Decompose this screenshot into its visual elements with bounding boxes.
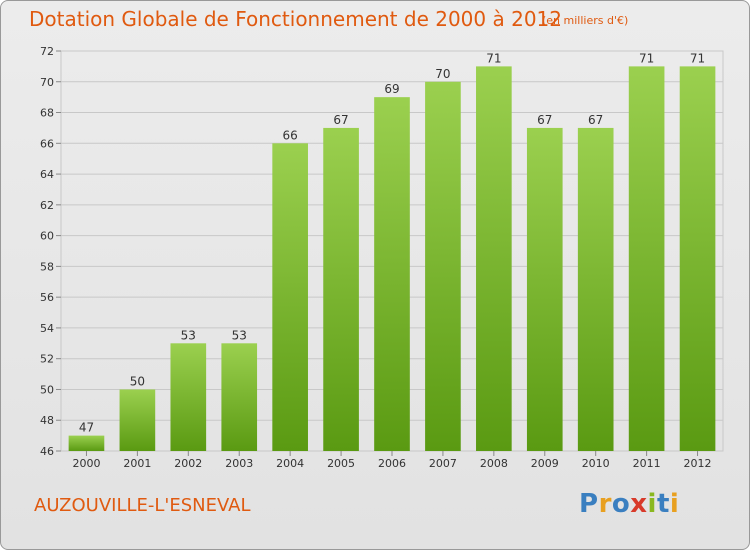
y-tick-label: 46 [40, 445, 54, 458]
bar-2001 [119, 389, 156, 451]
chart-title: Dotation Globale de Fonctionnement de 20… [29, 7, 562, 31]
data-label: 71 [486, 51, 501, 65]
x-tick-label: 2001 [123, 457, 151, 470]
bar-2003 [221, 343, 258, 451]
bar-2010 [577, 127, 614, 451]
chart-subtitle: (en milliers d'€) [542, 14, 629, 27]
x-tick-label: 2008 [480, 457, 508, 470]
data-label: 67 [588, 113, 603, 127]
y-tick-label: 52 [40, 353, 54, 366]
y-tick-label: 56 [40, 291, 54, 304]
logo-letter: i [647, 489, 657, 519]
commune-name: AUZOUVILLE-L'ESNEVAL [34, 495, 251, 516]
y-tick-label: 64 [40, 168, 54, 181]
bar-2007 [425, 81, 461, 452]
x-tick-label: 2007 [429, 457, 457, 470]
data-label: 71 [639, 51, 654, 65]
x-tick-label: 2012 [684, 457, 712, 470]
y-tick-label: 72 [40, 45, 54, 58]
y-tick-label: 54 [40, 322, 54, 335]
data-label: 71 [690, 51, 705, 65]
bar-2011 [628, 66, 665, 451]
y-tick-label: 50 [40, 383, 54, 396]
bar-2005 [323, 127, 359, 451]
x-tick-label: 2010 [582, 457, 610, 470]
data-label: 53 [232, 328, 247, 342]
y-tick-label: 48 [40, 414, 54, 427]
x-tick-label: 2004 [276, 457, 304, 470]
logo-letter: t [656, 489, 670, 519]
x-tick-label: 2002 [174, 457, 202, 470]
bar-2008 [476, 66, 512, 451]
logo-letter: o [611, 489, 631, 519]
x-tick-label: 2006 [378, 457, 406, 470]
data-label: 67 [333, 113, 348, 127]
y-tick-label: 58 [40, 260, 54, 273]
y-tick-label: 66 [40, 137, 54, 150]
data-label: 70 [435, 67, 450, 81]
data-label: 67 [537, 113, 552, 127]
proxiti-logo[interactable]: Proxiti [579, 489, 679, 519]
bar-2004 [272, 143, 308, 452]
logo-letter: x [630, 489, 648, 519]
y-tick-label: 60 [40, 230, 54, 243]
x-tick-label: 2011 [633, 457, 661, 470]
x-tick-label: 2009 [531, 457, 559, 470]
x-tick-label: 2005 [327, 457, 355, 470]
logo-letter: i [669, 489, 680, 519]
y-tick-label: 68 [40, 107, 54, 120]
y-tick-label: 70 [40, 76, 54, 89]
logo-letter: P [579, 489, 599, 519]
data-label: 66 [283, 128, 298, 142]
bar-2006 [374, 97, 410, 452]
bar-2002 [170, 343, 207, 451]
x-tick-label: 2003 [225, 457, 253, 470]
logo-letter: r [598, 489, 612, 519]
bar-2012 [679, 66, 716, 451]
x-tick-label: 2000 [72, 457, 100, 470]
data-label: 69 [384, 82, 399, 96]
data-label: 47 [79, 421, 94, 435]
y-tick-label: 62 [40, 199, 54, 212]
bar-2009 [526, 127, 563, 451]
data-label: 53 [181, 328, 196, 342]
data-label: 50 [130, 374, 145, 388]
bar-2000 [68, 435, 105, 451]
